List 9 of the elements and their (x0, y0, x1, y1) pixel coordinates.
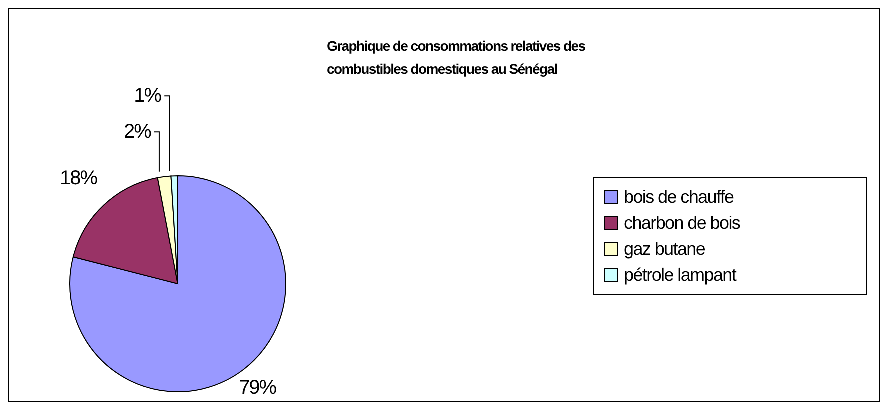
legend-label: pétrole lampant (624, 264, 736, 286)
chart-title: Graphique de consommations relatives des combustibles domestiques au Sénégal (327, 37, 586, 79)
data-label: 18% (60, 167, 98, 190)
legend-label: charbon de bois (624, 212, 740, 234)
data-label: 2% (124, 121, 152, 144)
legend-label: bois de chauffe (624, 186, 734, 208)
data-label: 1% (134, 85, 162, 108)
data-label: 79% (239, 377, 278, 400)
legend-label: gaz butane (624, 238, 706, 260)
